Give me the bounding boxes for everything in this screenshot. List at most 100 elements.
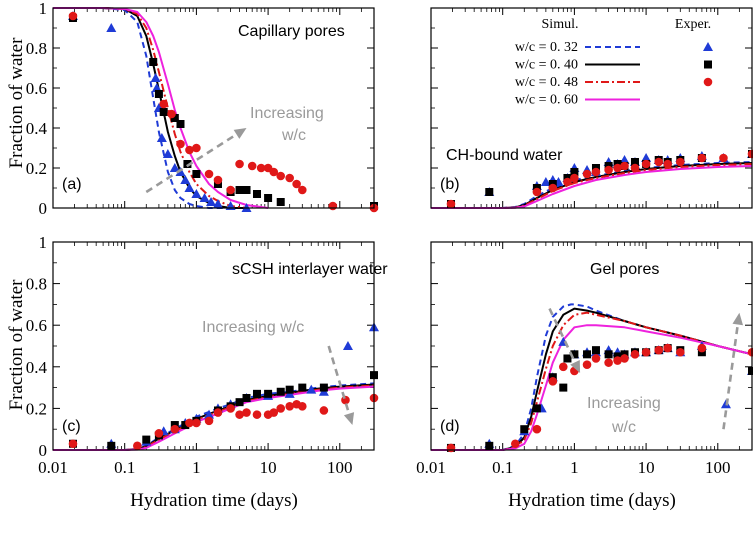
data-point [604,165,613,175]
panel-label: (b) [440,176,460,193]
panel-label: (c) [62,418,81,435]
data-point [276,198,285,206]
x-tick-label: 1 [570,458,579,477]
panel-title: Capillary pores [238,23,345,40]
increasing-arrow [548,308,581,374]
data-point [276,387,285,396]
data-point [663,159,672,169]
y-tick-label: 0 [39,199,48,218]
data-point [256,163,266,173]
data-point [159,108,168,116]
data-point [748,366,753,375]
data-point [204,416,214,426]
y-tick-label: 0.2 [26,159,47,178]
data-point [247,161,257,171]
data-point [180,175,191,184]
y-tick-label: 0.8 [26,39,47,58]
data-point [306,384,317,394]
data-point [181,421,190,430]
data-point [520,425,529,434]
panel-c: 0 0.2 0.4 0.6 0.8 1 0.01 0.1 1 10 100 (c) sCSH inter… [26,233,389,477]
data-point [548,377,558,386]
data-point [235,398,244,407]
data-point [719,153,728,163]
data-point [206,197,217,206]
data-point [269,167,279,177]
simulation-curve [431,303,753,451]
legend-label: w/c = 0. 40 [515,58,578,73]
y-tick-label: 0.6 [26,316,47,335]
data-point [107,441,116,450]
data-point [570,168,579,176]
data-point [185,418,194,428]
plot-frame [52,241,375,451]
panel-title: sCSH interlayer water [232,261,388,278]
increasing-arrow-head [233,128,247,139]
data-point [269,408,279,417]
legend-marker [704,60,712,69]
x-tick-label: 1 [192,458,201,477]
data-point [176,120,185,128]
y-axis-label-top: Fraction of water [6,37,27,169]
data-point [591,167,601,177]
data-point [676,347,685,357]
data-point [242,394,251,402]
data-point [151,83,162,92]
panel-title: CH-bound water [446,147,563,164]
legend-header: Exper. [675,17,711,32]
increasing-arrow-shaft [722,324,740,430]
data-point [169,163,180,172]
data-point [170,424,180,434]
data-point [446,199,456,209]
data-point [159,99,169,109]
data-point [619,155,630,164]
data-point [630,158,639,166]
annotation-text: w/c [611,419,636,436]
simulation-curve [431,311,753,451]
data-point [252,190,261,198]
x-axis-label-right: Hydration time (days) [508,490,676,511]
data-point [184,183,195,192]
data-point [156,133,167,142]
data-point [226,185,235,195]
increasing-arrow-shaft [548,308,577,363]
legend-header: Simul. [542,17,579,32]
x-tick-label: 0.01 [416,458,446,477]
data-point [319,383,328,392]
panel-title: Gel pores [590,261,659,278]
annotation-text: Increasing [587,395,661,412]
data-point [342,341,353,350]
annotation-text: w/c [281,127,306,144]
data-point [276,171,286,181]
data-point [485,188,494,196]
x-tick-label: 0.1 [492,458,513,477]
legend: Simul. Exper. w/c = 0. 32 w/c = 0. 40 w/c = … [515,17,713,108]
data-point [192,170,201,178]
increasing-arrow-head [343,412,355,426]
data-point [591,346,600,355]
data-point [570,173,579,183]
legend-label: w/c = 0. 48 [515,75,578,90]
data-point [213,408,223,417]
data-point [446,443,456,453]
data-point [604,358,613,367]
legend-label: w/c = 0. 60 [515,93,578,108]
data-point [192,418,201,428]
data-point [697,153,707,163]
data-point [170,114,179,122]
simulation-curve [431,324,753,451]
simulation-curve [431,307,753,451]
data-point [162,149,173,158]
data-point [548,183,558,193]
data-point [68,11,78,21]
data-point [154,429,164,438]
data-point [212,199,223,208]
data-point [213,175,223,185]
data-point [583,350,592,359]
data-point [235,186,244,194]
y-tick-label: 0.8 [26,275,47,294]
data-point [604,350,613,359]
plot-frame [52,7,375,209]
data-point [511,439,520,449]
data-point [264,389,273,398]
